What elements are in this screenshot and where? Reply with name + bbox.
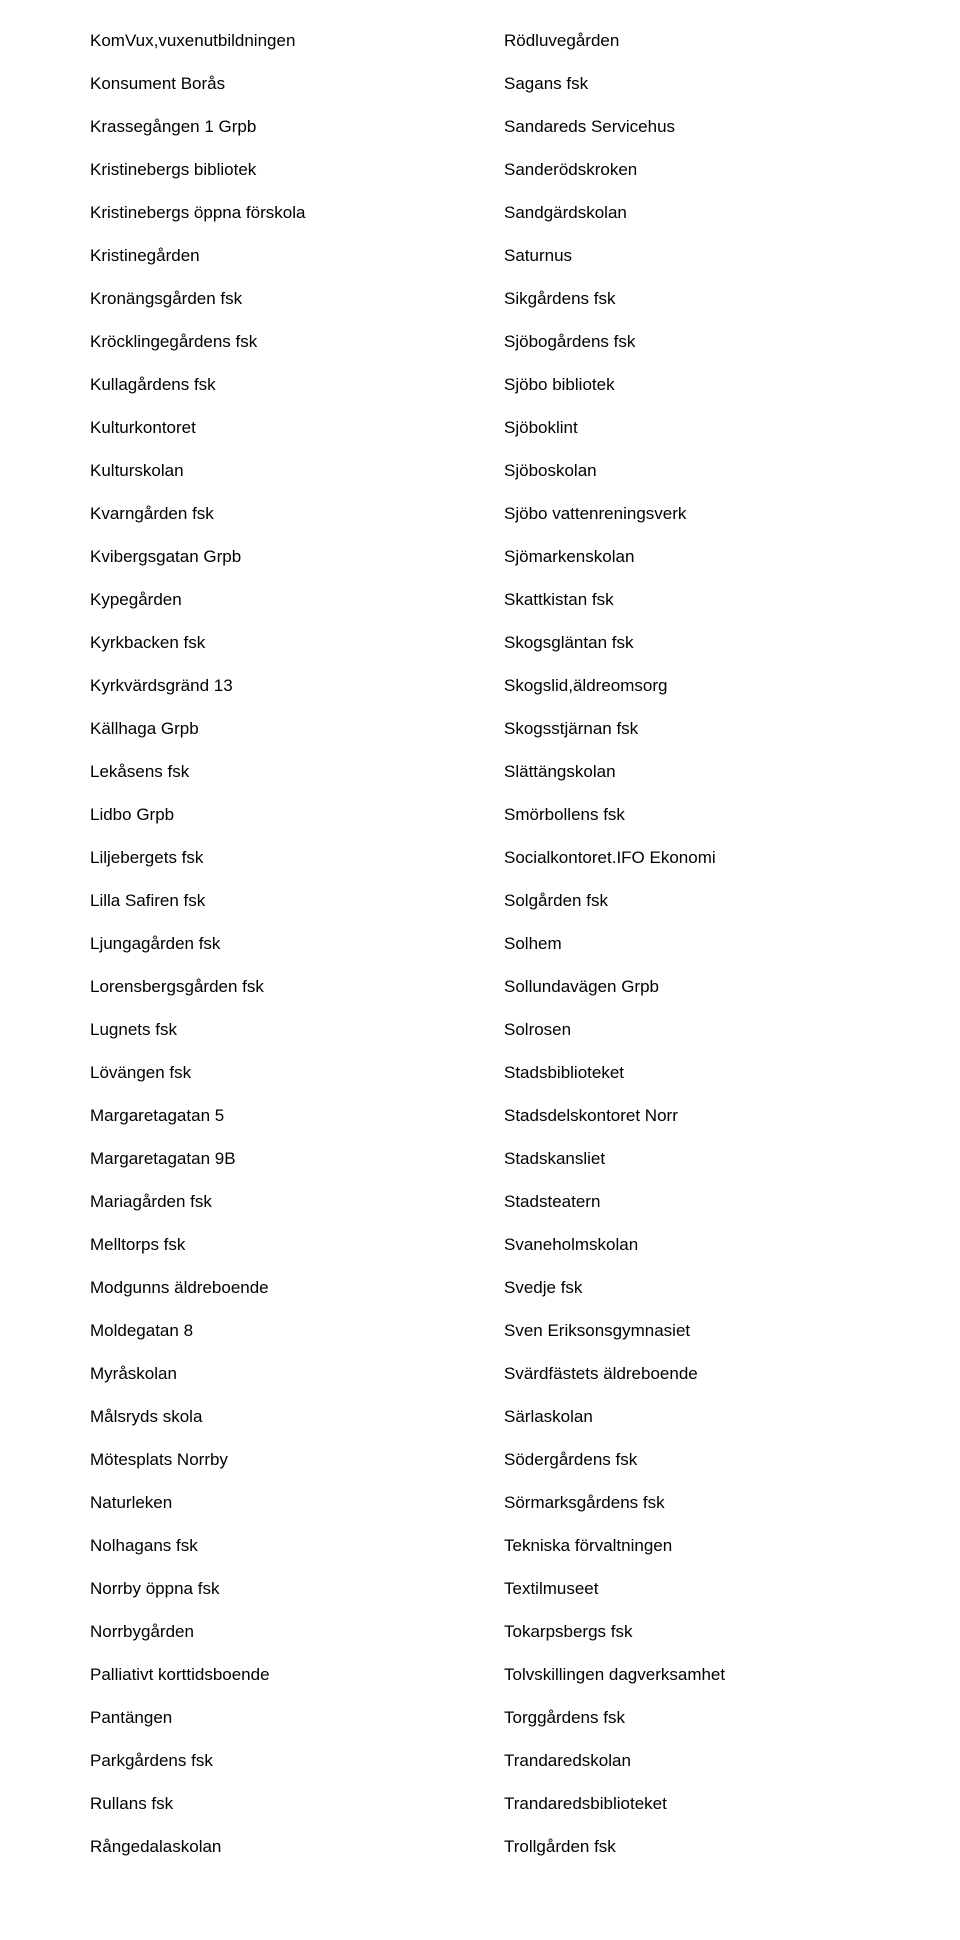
list-item: Tolvskillingen dagverksamhet	[504, 1666, 870, 1683]
list-item: Kristinebergs öppna förskola	[90, 204, 456, 221]
list-item: Källhaga Grpb	[90, 720, 456, 737]
list-item: Sollundavägen Grpb	[504, 978, 870, 995]
right-column: Rödluvegården Sagans fsk Sandareds Service…	[504, 32, 870, 1908]
list-item: Kröcklingegårdens fsk	[90, 333, 456, 350]
list-item: Stadsteatern	[504, 1193, 870, 1210]
list-item: Mötesplats Norrby	[90, 1451, 456, 1468]
list-item: Trandaredskolan	[504, 1752, 870, 1769]
list-item: Lilla Safiren fsk	[90, 892, 456, 909]
list-item: Sjömarkenskolan	[504, 548, 870, 565]
list-item: Sörmarksgårdens fsk	[504, 1494, 870, 1511]
list-item: Solrosen	[504, 1021, 870, 1038]
list-item: Lövängen fsk	[90, 1064, 456, 1081]
list-item: Parkgårdens fsk	[90, 1752, 456, 1769]
list-item: Svärdfästets äldreboende	[504, 1365, 870, 1382]
list-item: Trollgården fsk	[504, 1838, 870, 1855]
list-item: Sjöboklint	[504, 419, 870, 436]
list-item: KomVux,vuxenutbildningen	[90, 32, 456, 49]
list-item: Sjöbo bibliotek	[504, 376, 870, 393]
list-item: Palliativt korttidsboende	[90, 1666, 456, 1683]
list-item: Pantängen	[90, 1709, 456, 1726]
list-item: Ljungagården fsk	[90, 935, 456, 952]
list-item: Sagans fsk	[504, 75, 870, 92]
list-item: Krassegången 1 Grpb	[90, 118, 456, 135]
list-item: Kronängsgården fsk	[90, 290, 456, 307]
list-item: Lugnets fsk	[90, 1021, 456, 1038]
list-item: Svedje fsk	[504, 1279, 870, 1296]
list-item: Torggårdens fsk	[504, 1709, 870, 1726]
list-item: Moldegatan 8	[90, 1322, 456, 1339]
list-item: Sjöboskolan	[504, 462, 870, 479]
list-item: Trandaredsbiblioteket	[504, 1795, 870, 1812]
list-item: Stadsbiblioteket	[504, 1064, 870, 1081]
list-item: Konsument Borås	[90, 75, 456, 92]
list-item: Margaretagatan 5	[90, 1107, 456, 1124]
list-item: Svaneholmskolan	[504, 1236, 870, 1253]
list-item: Kyrkbacken fsk	[90, 634, 456, 651]
document-page: KomVux,vuxenutbildningen Konsument Borås K…	[0, 0, 960, 1940]
list-item: Kypegården	[90, 591, 456, 608]
left-column: KomVux,vuxenutbildningen Konsument Borås K…	[90, 32, 456, 1908]
list-item: Melltorps fsk	[90, 1236, 456, 1253]
list-item: Kvarngården fsk	[90, 505, 456, 522]
list-item: Modgunns äldreboende	[90, 1279, 456, 1296]
list-item: Kvibergsgatan Grpb	[90, 548, 456, 565]
list-item: Solgården fsk	[504, 892, 870, 909]
list-item: Stadskansliet	[504, 1150, 870, 1167]
list-item: Kyrkvärdsgränd 13	[90, 677, 456, 694]
list-item: Rullans fsk	[90, 1795, 456, 1812]
list-item: Rångedalaskolan	[90, 1838, 456, 1855]
list-item: Sandgärdskolan	[504, 204, 870, 221]
list-item: Tokarpsbergs fsk	[504, 1623, 870, 1640]
list-item: Kulturskolan	[90, 462, 456, 479]
list-item: Naturleken	[90, 1494, 456, 1511]
list-item: Skogsgläntan fsk	[504, 634, 870, 651]
list-item: Myråskolan	[90, 1365, 456, 1382]
list-item: Mariagården fsk	[90, 1193, 456, 1210]
list-item: Lidbo Grpb	[90, 806, 456, 823]
list-item: Kullagårdens fsk	[90, 376, 456, 393]
list-item: Margaretagatan 9B	[90, 1150, 456, 1167]
list-item: Textilmuseet	[504, 1580, 870, 1597]
list-item: Skogslid,äldreomsorg	[504, 677, 870, 694]
list-item: Tekniska förvaltningen	[504, 1537, 870, 1554]
list-item: Lorensbergsgården fsk	[90, 978, 456, 995]
list-item: Sjöbo vattenreningsverk	[504, 505, 870, 522]
list-item: Sikgårdens fsk	[504, 290, 870, 307]
list-item: Stadsdelskontoret Norr	[504, 1107, 870, 1124]
list-item: Sandareds Servicehus	[504, 118, 870, 135]
list-item: Socialkontoret.IFO Ekonomi	[504, 849, 870, 866]
list-item: Solhem	[504, 935, 870, 952]
list-item: Lekåsens fsk	[90, 763, 456, 780]
list-item: Norrbygården	[90, 1623, 456, 1640]
list-item: Sven Eriksonsgymnasiet	[504, 1322, 870, 1339]
list-item: Särlaskolan	[504, 1408, 870, 1425]
list-item: Kristinebergs bibliotek	[90, 161, 456, 178]
list-item: Kulturkontoret	[90, 419, 456, 436]
list-item: Skattkistan fsk	[504, 591, 870, 608]
list-item: Sanderödskroken	[504, 161, 870, 178]
list-item: Rödluvegården	[504, 32, 870, 49]
list-item: Södergårdens fsk	[504, 1451, 870, 1468]
list-item: Saturnus	[504, 247, 870, 264]
list-item: Liljebergets fsk	[90, 849, 456, 866]
list-item: Norrby öppna fsk	[90, 1580, 456, 1597]
list-item: Kristinegården	[90, 247, 456, 264]
list-item: Slättängskolan	[504, 763, 870, 780]
list-item: Smörbollens fsk	[504, 806, 870, 823]
list-item: Sjöbogårdens fsk	[504, 333, 870, 350]
list-item: Nolhagans fsk	[90, 1537, 456, 1554]
list-item: Skogsstjärnan fsk	[504, 720, 870, 737]
list-item: Målsryds skola	[90, 1408, 456, 1425]
